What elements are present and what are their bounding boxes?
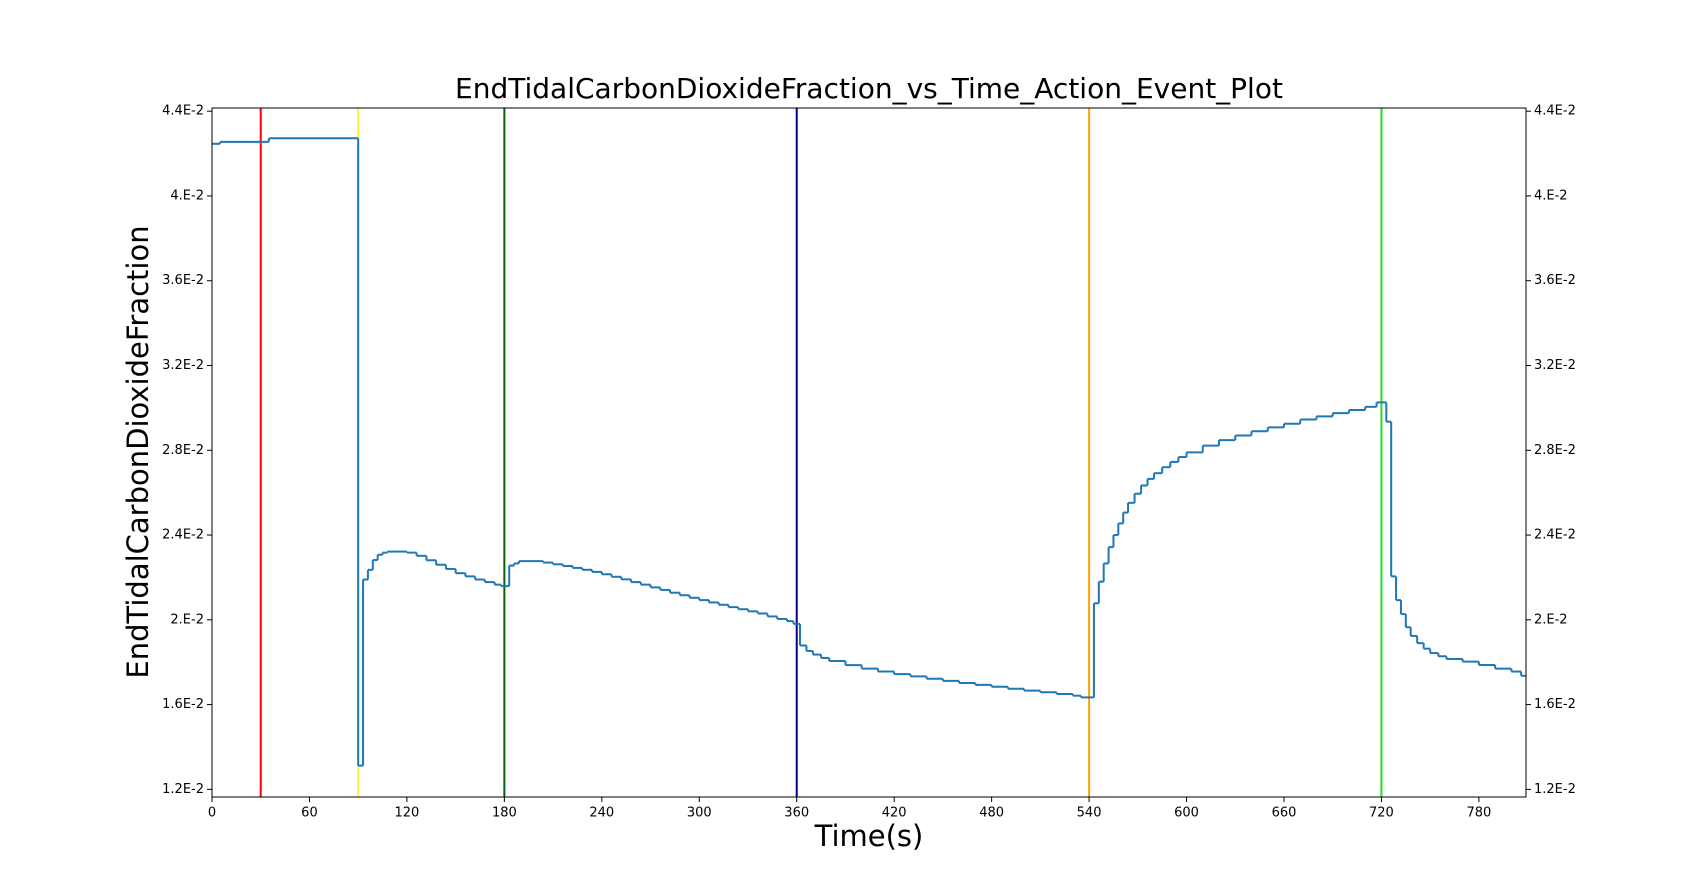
y-tick-label: 2.4E-2 <box>162 528 204 543</box>
x-tick-label: 240 <box>589 806 614 821</box>
y-tick-label: 1.6E-2 <box>162 697 204 712</box>
y-tick-label: 2.8E-2 <box>162 443 204 458</box>
y-axis-label: EndTidalCarbonDioxideFraction <box>121 225 155 678</box>
x-tick-label: 420 <box>882 806 907 821</box>
y-tick-label: 1.2E-2 <box>162 782 204 797</box>
y-tick-label: 2.E-2 <box>170 612 204 627</box>
y2-tick-label: 3.6E-2 <box>1534 273 1576 288</box>
y2-tick-label: 4.E-2 <box>1534 188 1568 203</box>
x-tick-label: 660 <box>1272 806 1297 821</box>
y2-tick-label: 1.6E-2 <box>1534 697 1576 712</box>
x-tick-label: 0 <box>208 806 216 821</box>
y-tick-label: 4.E-2 <box>170 188 204 203</box>
x-tick-label: 600 <box>1174 806 1199 821</box>
y2-tick-label: 2.4E-2 <box>1534 528 1576 543</box>
y2-tick-label: 2.E-2 <box>1534 612 1568 627</box>
y2-tick-label: 1.2E-2 <box>1534 782 1576 797</box>
x-tick-label: 780 <box>1466 806 1491 821</box>
y2-tick-label: 2.8E-2 <box>1534 443 1576 458</box>
y2-tick-label: 4.4E-2 <box>1534 104 1576 119</box>
x-tick-label: 60 <box>301 806 318 821</box>
x-tick-label: 300 <box>687 806 712 821</box>
y-tick-label: 3.2E-2 <box>162 358 204 373</box>
y-tick-label: 3.6E-2 <box>162 273 204 288</box>
x-tick-label: 360 <box>784 806 809 821</box>
y-tick-label: 4.4E-2 <box>162 104 204 119</box>
chart-title: EndTidalCarbonDioxideFraction_vs_Time_Ac… <box>455 72 1283 105</box>
x-tick-label: 540 <box>1077 806 1102 821</box>
y2-tick-label: 3.2E-2 <box>1534 358 1576 373</box>
x-axis-label: Time(s) <box>814 819 924 853</box>
x-tick-label: 720 <box>1369 806 1394 821</box>
x-tick-label: 180 <box>492 806 517 821</box>
plot-frame <box>211 107 1527 798</box>
x-tick-label: 480 <box>979 806 1004 821</box>
x-tick-label: 120 <box>394 806 419 821</box>
